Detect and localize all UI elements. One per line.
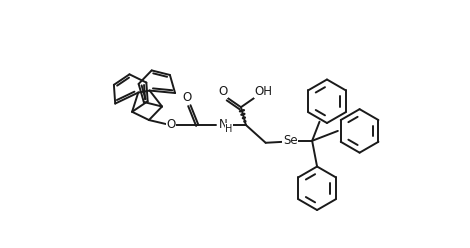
Text: Se: Se	[283, 134, 298, 147]
Text: O: O	[166, 119, 175, 131]
Text: N: N	[219, 119, 227, 131]
Text: O: O	[182, 91, 191, 104]
Text: H: H	[226, 124, 233, 134]
Text: OH: OH	[255, 85, 273, 98]
Text: O: O	[219, 85, 228, 98]
